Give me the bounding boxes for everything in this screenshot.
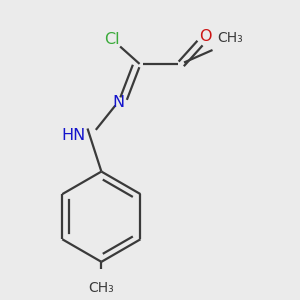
Text: CH₃: CH₃	[218, 31, 243, 45]
Text: Cl: Cl	[104, 32, 120, 47]
Text: CH₃: CH₃	[88, 281, 114, 295]
Text: O: O	[199, 28, 212, 44]
Text: N: N	[113, 94, 125, 110]
Text: HN: HN	[62, 128, 86, 143]
